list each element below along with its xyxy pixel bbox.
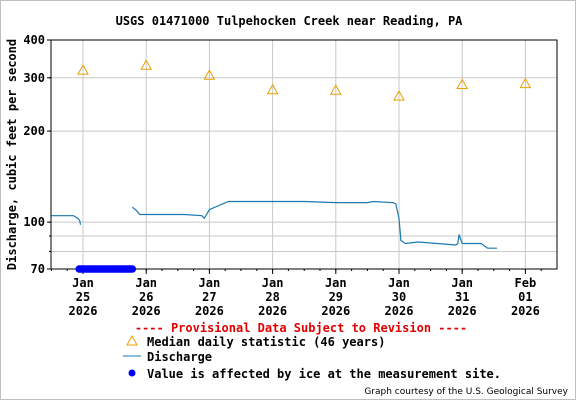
median-marker (393, 90, 405, 101)
x-tick-label: Jan (72, 276, 94, 290)
y-tick-label: 400 (23, 33, 45, 47)
median-marker (519, 77, 532, 89)
x-tick-label: 2026 (258, 304, 287, 318)
x-tick-label: 2026 (448, 304, 477, 318)
ice-dot (128, 265, 137, 273)
x-tick-label: 25 (76, 290, 90, 304)
x-tick-label: Jan (388, 276, 410, 290)
y-tick-label: 200 (23, 124, 45, 138)
legend-triangle-icon (126, 334, 138, 346)
provisional-note: ---- Provisional Data Subject to Revisio… (135, 321, 467, 335)
x-tick-label: Jan (199, 276, 221, 290)
credit-text: Graph courtesy of the U.S. Geological Su… (364, 387, 568, 397)
x-tick-label: 29 (329, 290, 343, 304)
x-tick-label: Jan (451, 276, 473, 290)
legend-label-ice: Value is affected by ice at the measurem… (147, 367, 501, 381)
y-tick-label: 100 (23, 215, 45, 229)
x-tick-label: 27 (202, 290, 216, 304)
x-tick-label: 28 (265, 290, 279, 304)
x-tick-label: Jan (325, 276, 347, 290)
chart-title: USGS 01471000 Tulpehocken Creek near Rea… (116, 14, 464, 28)
x-tick-label: 2026 (511, 304, 540, 318)
legend-item-ice: Value is affected by ice at the measurem… (128, 367, 501, 381)
x-tick-label: Jan (262, 276, 284, 290)
x-tick-label: 26 (139, 290, 153, 304)
legend-dot-icon (128, 369, 136, 377)
x-tick-label: 31 (455, 290, 469, 304)
x-tick-label: 2026 (385, 304, 414, 318)
median-marker (329, 84, 342, 95)
y-tick-label: 70 (31, 262, 45, 276)
y-axis-label: Discharge, cubic feet per second (5, 39, 19, 270)
plot-background (51, 40, 557, 269)
plot-area: 70100200300400Jan252026Jan262026Jan27202… (23, 33, 558, 318)
legend-item-discharge: Discharge (123, 350, 212, 364)
median-marker (77, 64, 89, 75)
x-tick-label: Feb (515, 276, 537, 290)
x-tick-label: Jan (135, 276, 157, 290)
legend-label-median: Median daily statistic (46 years) (147, 335, 385, 349)
median-marker (203, 69, 216, 80)
x-tick-label: 2026 (132, 304, 161, 318)
x-tick-label: 2026 (69, 304, 98, 318)
y-tick-label: 300 (23, 71, 45, 85)
median-marker (266, 83, 279, 95)
legend-item-median: Median daily statistic (46 years) (126, 334, 385, 349)
x-tick-label: 30 (392, 290, 406, 304)
legend: Median daily statistic (46 years) Discha… (123, 334, 501, 381)
discharge-line-segment (131, 200, 497, 249)
x-tick-label: 01 (518, 290, 532, 304)
legend-label-discharge: Discharge (147, 350, 212, 364)
x-tick-label: 2026 (195, 304, 224, 318)
median-marker (456, 78, 469, 90)
median-marker (140, 59, 153, 70)
x-tick-label: 2026 (321, 304, 350, 318)
discharge-line-segment (51, 215, 82, 225)
